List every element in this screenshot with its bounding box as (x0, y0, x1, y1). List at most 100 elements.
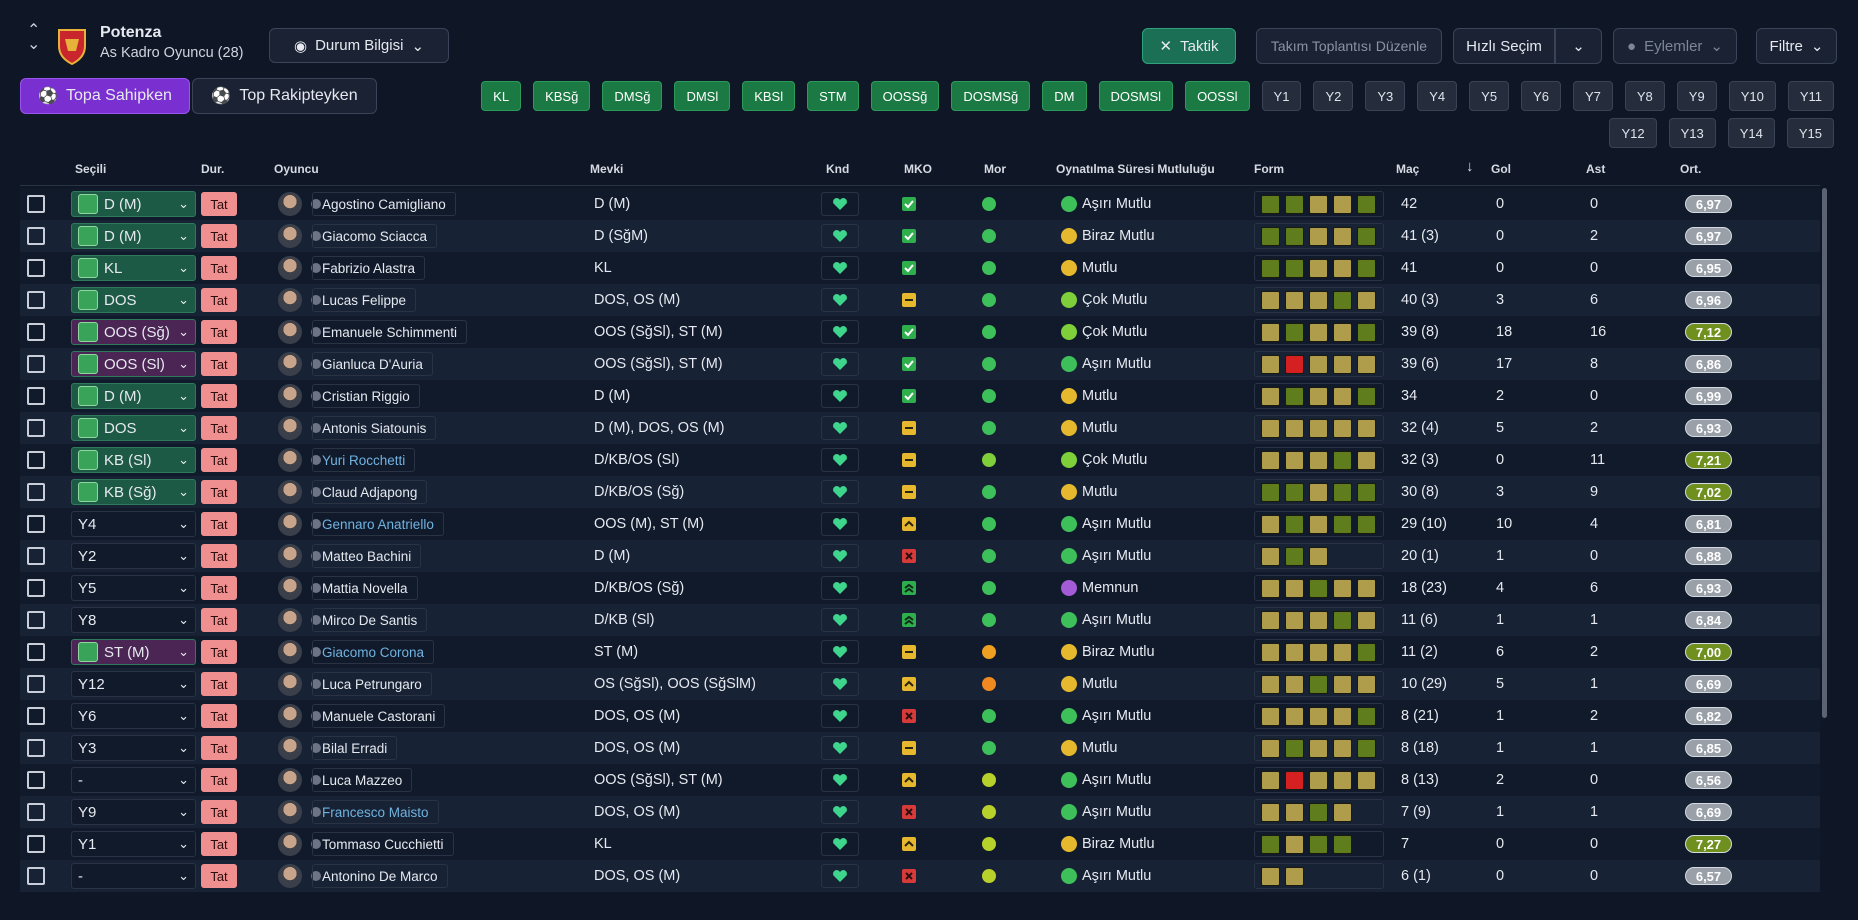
row-checkbox[interactable] (27, 483, 45, 501)
column-header[interactable]: Dur. (201, 162, 225, 176)
player-name[interactable]: Emanuele Schimmenti (312, 320, 468, 344)
table-row[interactable]: OOS (Sğ) ⌄ Tat Emanuele Schimmenti OOS (SğSl… (20, 316, 1820, 348)
table-row[interactable]: Y9 ⌄ Tat Francesco Maisto DOS, OS (M) Aşırı M… (20, 796, 1820, 828)
status-badge[interactable]: Tat (201, 192, 237, 216)
selection-dropdown[interactable]: KB (Sğ) ⌄ (71, 479, 196, 505)
player-name[interactable]: Antonis Siatounis (312, 416, 437, 440)
row-checkbox[interactable] (27, 835, 45, 853)
collapse-arrows[interactable]: ⌃ ⌄ (27, 22, 41, 53)
row-checkbox[interactable] (27, 259, 45, 277)
selection-dropdown[interactable]: KL ⌄ (71, 255, 196, 281)
status-badge[interactable]: Tat (201, 608, 237, 632)
filter-button[interactable]: Filtre ⌄ (1756, 28, 1837, 64)
column-header[interactable]: Mevki (590, 162, 624, 176)
player-name[interactable]: Gianluca D'Auria (312, 352, 433, 376)
tactic-button[interactable]: ✕ Taktik (1142, 28, 1236, 64)
selection-dropdown[interactable]: DOS ⌄ (71, 287, 196, 313)
status-badge[interactable]: Tat (201, 832, 237, 856)
team-meeting-button[interactable]: Takım Toplantısı Düzenle (1256, 28, 1442, 64)
slot-chip[interactable]: Y1 (1261, 81, 1302, 111)
table-row[interactable]: ST (M) ⌄ Tat Giacomo Corona ST (M) Biraz Mutl… (20, 636, 1820, 668)
quick-pick-button[interactable]: Hızlı Seçim (1453, 28, 1555, 64)
selection-dropdown[interactable]: OOS (Sğ) ⌄ (71, 319, 196, 345)
selection-dropdown[interactable]: Y6 ⌄ (71, 703, 196, 729)
selection-dropdown[interactable]: D (M) ⌄ (71, 191, 196, 217)
player-name[interactable]: Claud Adjapong (312, 480, 428, 504)
status-badge[interactable]: Tat (201, 288, 237, 312)
position-chip[interactable]: OOSSl (1185, 81, 1250, 111)
table-row[interactable]: Y6 ⌄ Tat Manuele Castorani DOS, OS (M) Aşırı … (20, 700, 1820, 732)
table-row[interactable]: OOS (Sl) ⌄ Tat Gianluca D'Auria OOS (SğSl), … (20, 348, 1820, 380)
slot-chip[interactable]: Y4 (1417, 81, 1458, 111)
scrollbar[interactable] (1822, 188, 1827, 718)
status-dropdown[interactable]: ◉ Durum Bilgisi ⌄ (269, 28, 449, 63)
slot-chip[interactable]: Y10 (1728, 81, 1776, 111)
player-name[interactable]: Fabrizio Alastra (312, 256, 426, 280)
player-name[interactable]: Gennaro Anatriello (312, 512, 444, 536)
slot-chip[interactable]: Y3 (1365, 81, 1406, 111)
sort-arrow[interactable]: ↓ (1466, 158, 1474, 175)
table-row[interactable]: Y2 ⌄ Tat Matteo Bachini D (M) Aşırı Mutlu 20 (… (20, 540, 1820, 572)
table-row[interactable]: Y8 ⌄ Tat Mirco De Santis D/KB (Sl) Aşırı Mutl… (20, 604, 1820, 636)
selection-dropdown[interactable]: Y8 ⌄ (71, 607, 196, 633)
column-header[interactable]: Oynatılma Süresi Mutluluğu (1056, 162, 1215, 176)
status-badge[interactable]: Tat (201, 672, 237, 696)
row-checkbox[interactable] (27, 707, 45, 725)
status-badge[interactable]: Tat (201, 704, 237, 728)
table-row[interactable]: D (M) ⌄ Tat Giacomo Sciacca D (SğM) Biraz Mut… (20, 220, 1820, 252)
row-checkbox[interactable] (27, 515, 45, 533)
row-checkbox[interactable] (27, 643, 45, 661)
column-header[interactable]: Maç (1396, 162, 1420, 176)
actions-button[interactable]: ● Eylemler ⌄ (1613, 28, 1737, 64)
selection-dropdown[interactable]: KB (Sl) ⌄ (71, 447, 196, 473)
player-name[interactable]: Matteo Bachini (312, 544, 422, 568)
player-name[interactable]: Luca Petrungaro (312, 672, 432, 696)
quick-pick-dropdown[interactable]: ⌄ (1555, 28, 1602, 64)
slot-chip[interactable]: Y13 (1668, 118, 1716, 148)
column-header[interactable]: Oyuncu (274, 162, 319, 176)
selection-dropdown[interactable]: Y12 ⌄ (71, 671, 196, 697)
table-row[interactable]: KB (Sğ) ⌄ Tat Claud Adjapong D/KB/OS (Sğ) Mut… (20, 476, 1820, 508)
slot-chip[interactable]: Y15 (1786, 118, 1834, 148)
slot-chip[interactable]: Y5 (1469, 81, 1510, 111)
tab-in-possession[interactable]: ⚽ Topa Sahipken (20, 78, 190, 114)
selection-dropdown[interactable]: Y2 ⌄ (71, 543, 196, 569)
tab-out-of-possession[interactable]: ⚽ Top Rakipteyken (192, 78, 377, 114)
player-name[interactable]: Mattia Novella (312, 576, 418, 600)
position-chip[interactable]: DOSMSl (1098, 81, 1174, 111)
table-row[interactable]: Y5 ⌄ Tat Mattia Novella D/KB/OS (Sğ) Memnun 18… (20, 572, 1820, 604)
position-chip[interactable]: DM (1042, 81, 1087, 111)
player-name[interactable]: Yuri Rocchetti (312, 448, 416, 472)
position-chip[interactable]: KBSğ (533, 81, 591, 111)
player-name[interactable]: Bilal Erradi (312, 736, 398, 760)
status-badge[interactable]: Tat (201, 768, 237, 792)
row-checkbox[interactable] (27, 355, 45, 373)
position-chip[interactable]: DOSMSğ (951, 81, 1031, 111)
table-row[interactable]: Y1 ⌄ Tat Tommaso Cucchietti KL Biraz Mutlu 7 0 0… (20, 828, 1820, 860)
slot-chip[interactable]: Y6 (1521, 81, 1561, 111)
status-badge[interactable]: Tat (201, 480, 237, 504)
row-checkbox[interactable] (27, 739, 45, 757)
table-row[interactable]: KB (Sl) ⌄ Tat Yuri Rocchetti D/KB/OS (Sl) Çok… (20, 444, 1820, 476)
player-name[interactable]: Agostino Camigliano (312, 192, 456, 216)
selection-dropdown[interactable]: D (M) ⌄ (71, 383, 196, 409)
slot-chip[interactable]: Y14 (1727, 118, 1775, 148)
status-badge[interactable]: Tat (201, 544, 237, 568)
selection-dropdown[interactable]: - ⌄ (71, 863, 196, 889)
row-checkbox[interactable] (27, 675, 45, 693)
slot-chip[interactable]: Y12 (1609, 118, 1657, 148)
player-name[interactable]: Cristian Riggio (312, 384, 420, 408)
selection-dropdown[interactable]: OOS (Sl) ⌄ (71, 351, 196, 377)
status-badge[interactable]: Tat (201, 736, 237, 760)
row-checkbox[interactable] (27, 387, 45, 405)
column-header[interactable]: Ast (1586, 162, 1606, 176)
status-badge[interactable]: Tat (201, 512, 237, 536)
selection-dropdown[interactable]: Y3 ⌄ (71, 735, 196, 761)
player-name[interactable]: Antonino De Marco (312, 864, 448, 888)
selection-dropdown[interactable]: Y5 ⌄ (71, 575, 196, 601)
row-checkbox[interactable] (27, 227, 45, 245)
player-name[interactable]: Lucas Felippe (312, 288, 417, 312)
column-header[interactable]: Mor (984, 162, 1006, 176)
position-chip[interactable]: DMSğ (602, 81, 663, 111)
status-badge[interactable]: Tat (201, 224, 237, 248)
